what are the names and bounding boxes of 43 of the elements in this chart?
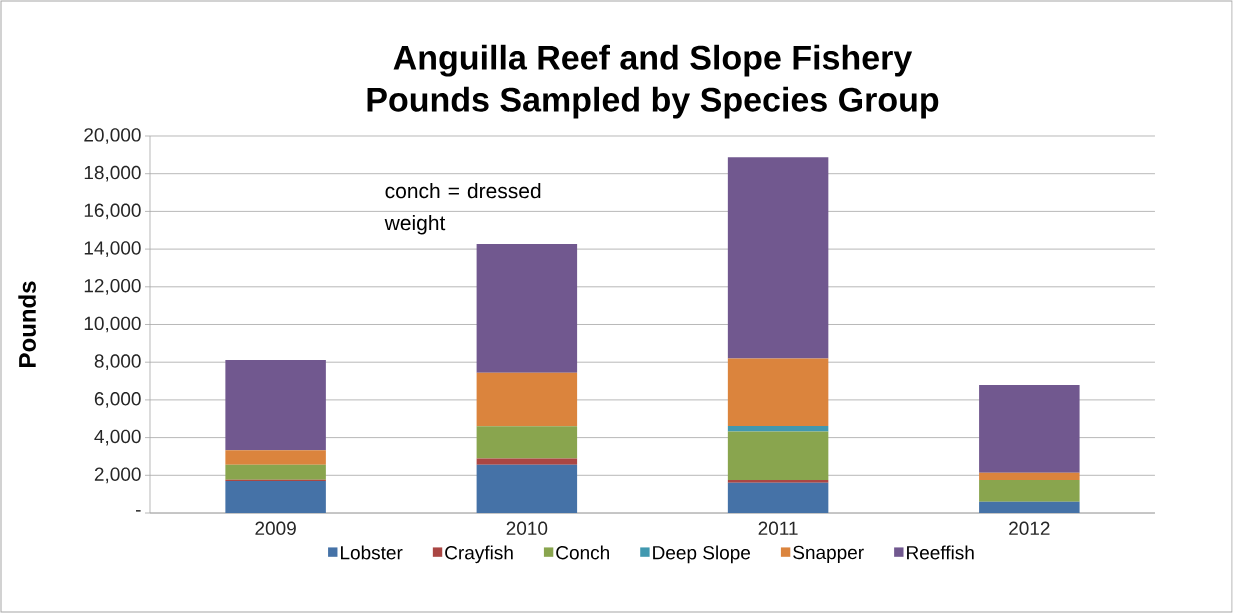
annotation: conch = dressed weight: [384, 182, 541, 235]
bar: [727, 157, 829, 359]
bar: [727, 480, 829, 483]
bar: [727, 358, 829, 426]
bar: [225, 480, 326, 513]
x-tick-label: 2011: [758, 521, 798, 535]
legend-label: Reeffish: [907, 545, 974, 560]
bar: [727, 431, 829, 481]
bar: [979, 501, 1080, 513]
legend-label: Conch: [556, 545, 609, 560]
legend-label: Snapper: [793, 545, 864, 563]
y-tick-label: 20,000: [84, 128, 141, 144]
bar: [225, 450, 326, 465]
bar: [476, 372, 578, 427]
bar: [225, 464, 326, 480]
y-tick-label: 16,000: [84, 203, 141, 220]
y-tick-label: 8,000: [94, 354, 141, 371]
legend-label: Crayfish: [445, 545, 513, 564]
y-tick-label: 2,000: [94, 467, 141, 484]
x-tick-label: 2010: [506, 521, 548, 535]
x-tick-label: 2012: [1009, 521, 1050, 535]
x-tick-label: 2009: [255, 521, 296, 535]
legend-label: Deep Slope: [653, 545, 751, 564]
bar: [476, 464, 578, 513]
y-tick-label: 14,000: [84, 241, 141, 257]
y-tick-label: -: [135, 510, 141, 512]
bar: [727, 482, 829, 513]
bar: [727, 425, 829, 432]
bar: [979, 480, 1080, 502]
y-tick-label: 18,000: [84, 165, 141, 182]
y-tick-label: 10,000: [84, 316, 141, 333]
y-tick-label: 6,000: [94, 392, 141, 408]
y-tick-label: 4,000: [94, 429, 141, 446]
bar: [476, 426, 578, 459]
y-tick-label: 12,000: [84, 278, 141, 295]
bar: [979, 472, 1080, 481]
bar: [476, 458, 578, 465]
bar: [225, 359, 326, 451]
y-axis-title: Pounds: [18, 281, 36, 367]
bar: [476, 244, 578, 373]
legend-label: Lobster: [341, 545, 403, 560]
bar: [979, 385, 1080, 473]
chart-title: Anguilla Reef and Slope Fishery Pounds Sampled by Species Group: [367, 44, 939, 119]
